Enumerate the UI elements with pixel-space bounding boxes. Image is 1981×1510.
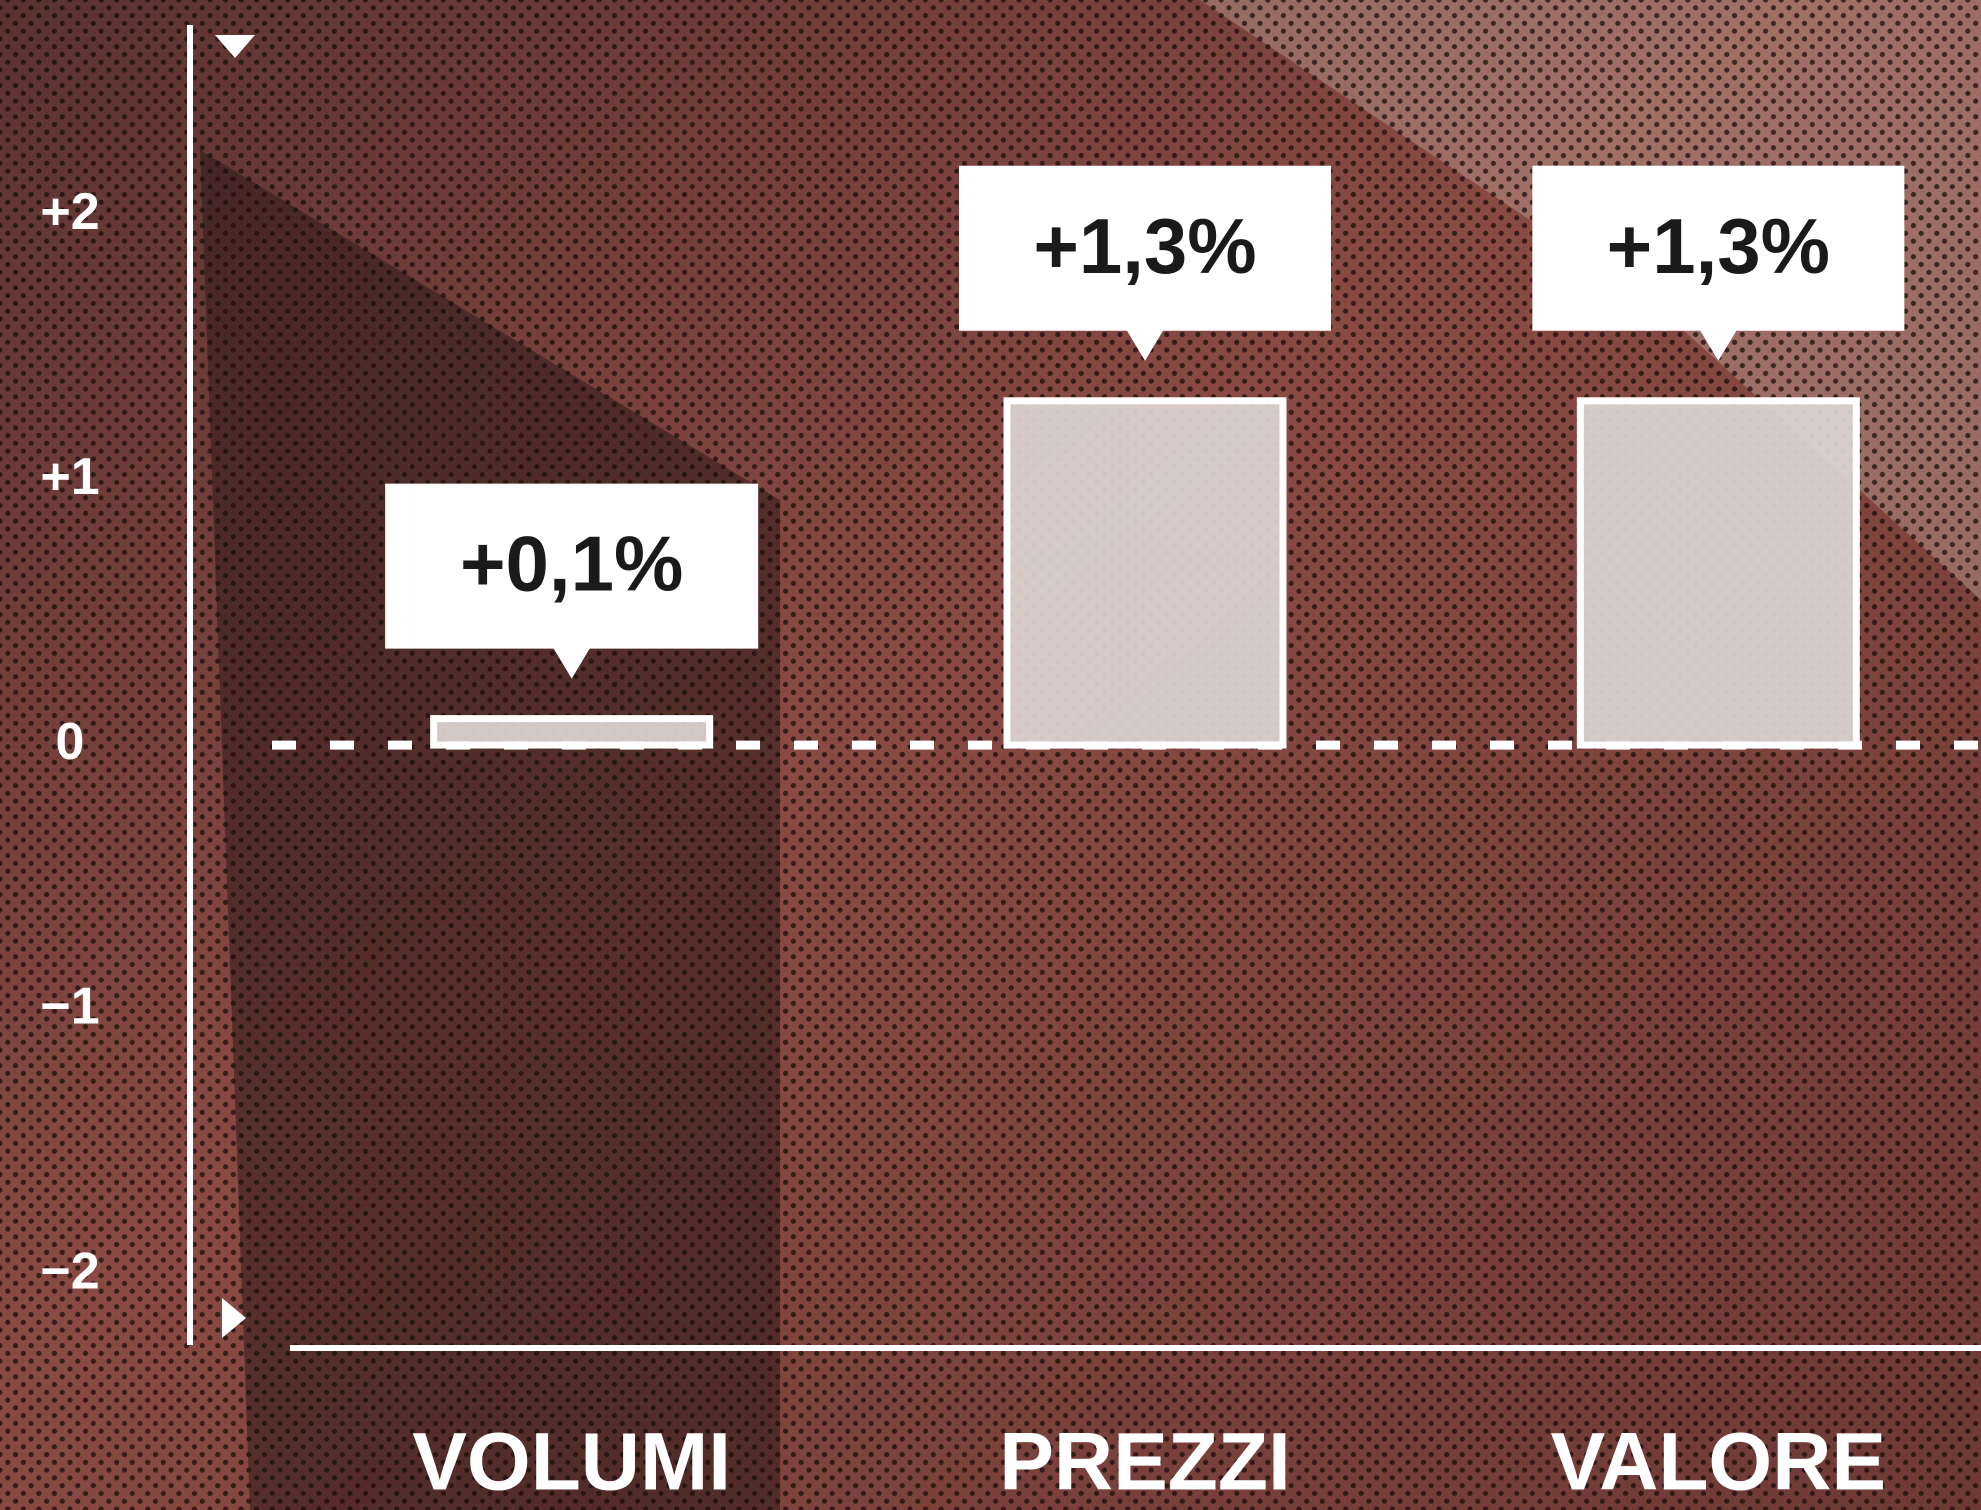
x-tick-label: PREZZI (999, 1417, 1291, 1508)
axis-arrow (215, 35, 255, 58)
bar (430, 715, 714, 749)
y-tick-label: −1 (40, 978, 99, 1036)
label-box (1532, 165, 1905, 361)
bar (1576, 397, 1860, 749)
bar (1003, 397, 1287, 749)
y-tick-label: +1 (40, 448, 99, 506)
label-box (385, 483, 759, 679)
value-label: +0,1% (460, 520, 683, 608)
y-tick-label: −2 (40, 1243, 99, 1301)
y-tick-label: 0 (56, 713, 85, 771)
x-tick-label: VOLUMI (412, 1417, 731, 1508)
value-label: +1,3% (1607, 202, 1830, 290)
y-tick-label: +2 (40, 183, 99, 241)
label-box (959, 165, 1331, 361)
axis-arrow (222, 1298, 246, 1338)
x-tick-label: VALORE (1551, 1417, 1887, 1508)
value-label: +1,3% (1033, 202, 1256, 290)
